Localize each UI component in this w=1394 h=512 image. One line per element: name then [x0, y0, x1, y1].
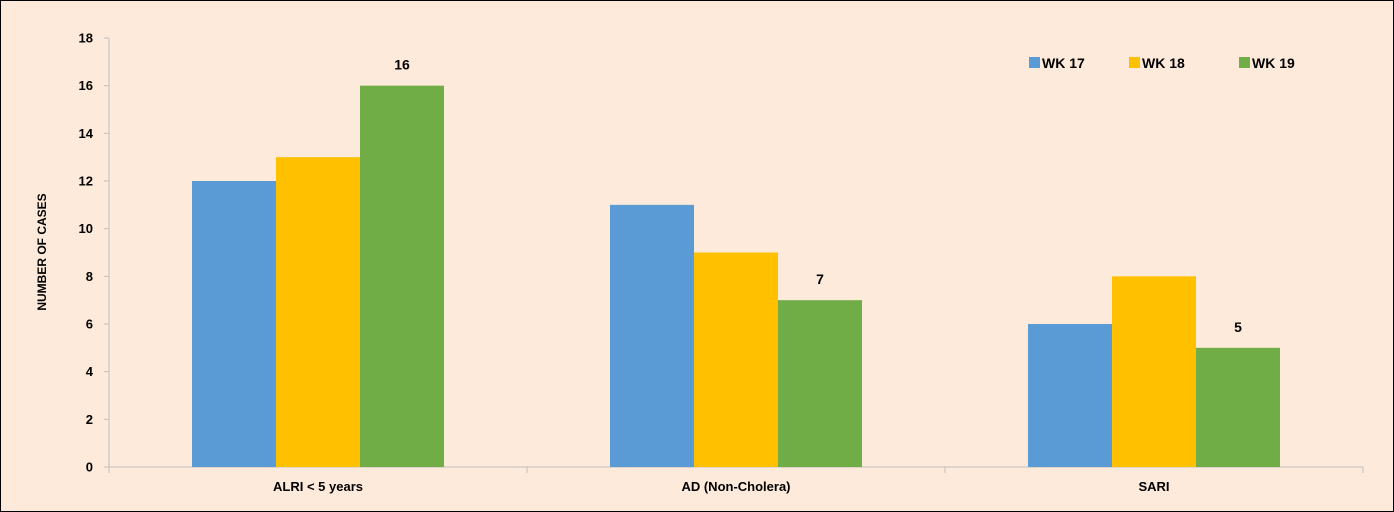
data-label-wk-19-sari: 5 — [1234, 319, 1242, 335]
bar-wk-19-alri-5-years — [360, 85, 444, 468]
legend-label-wk-17: WK 17 — [1042, 55, 1085, 71]
legend-swatch-wk-17 — [1029, 57, 1040, 68]
legend-label-wk-19: WK 19 — [1252, 55, 1295, 71]
y-tick-label: 14 — [79, 126, 94, 141]
y-tick-label: 2 — [86, 412, 93, 427]
bar-wk-18-ad-non-cholera — [694, 252, 778, 467]
legend: WK 17 WK 18 WK 19 — [1029, 55, 1295, 71]
bar-wk-18-sari — [1112, 276, 1196, 467]
legend-swatch-wk-18 — [1129, 57, 1140, 68]
bars — [192, 85, 1280, 468]
x-tick-label-alri-5-years: ALRI < 5 years — [273, 479, 363, 494]
y-axis: 0 2 4 6 8 10 12 14 16 18 — [79, 31, 110, 475]
bar-wk-19-sari — [1196, 347, 1280, 467]
legend-swatch-wk-19 — [1239, 57, 1250, 68]
y-axis-title: NUMBER OF CASES — [35, 193, 49, 310]
data-label-wk-19-ad-non-cholera: 7 — [816, 271, 824, 287]
y-tick-label: 6 — [86, 317, 93, 332]
x-tick-label-sari: SARI — [1138, 479, 1169, 494]
bar-wk-17-ad-non-cholera — [610, 204, 694, 468]
bar-wk-17-alri-5-years — [192, 181, 276, 467]
bar-wk-18-alri-5-years — [276, 157, 360, 467]
x-tick-label-ad-non-cholera: AD (Non-Cholera) — [681, 479, 790, 494]
y-tick-label: 0 — [86, 460, 93, 475]
y-tick-label: 4 — [86, 364, 94, 379]
data-label-wk-19-alri-5-years: 16 — [394, 57, 410, 73]
bar-wk-17-sari — [1028, 324, 1112, 467]
y-tick-label: 12 — [79, 174, 93, 189]
y-tick-label: 16 — [79, 78, 93, 93]
bar-wk-19-ad-non-cholera — [778, 300, 862, 467]
y-tick-label: 8 — [86, 269, 93, 284]
y-tick-label: 18 — [79, 31, 93, 46]
legend-label-wk-18: WK 18 — [1142, 55, 1185, 71]
y-tick-label: 10 — [79, 221, 93, 236]
x-axis: ALRI < 5 years AD (Non-Cholera) SARI — [108, 466, 1364, 494]
